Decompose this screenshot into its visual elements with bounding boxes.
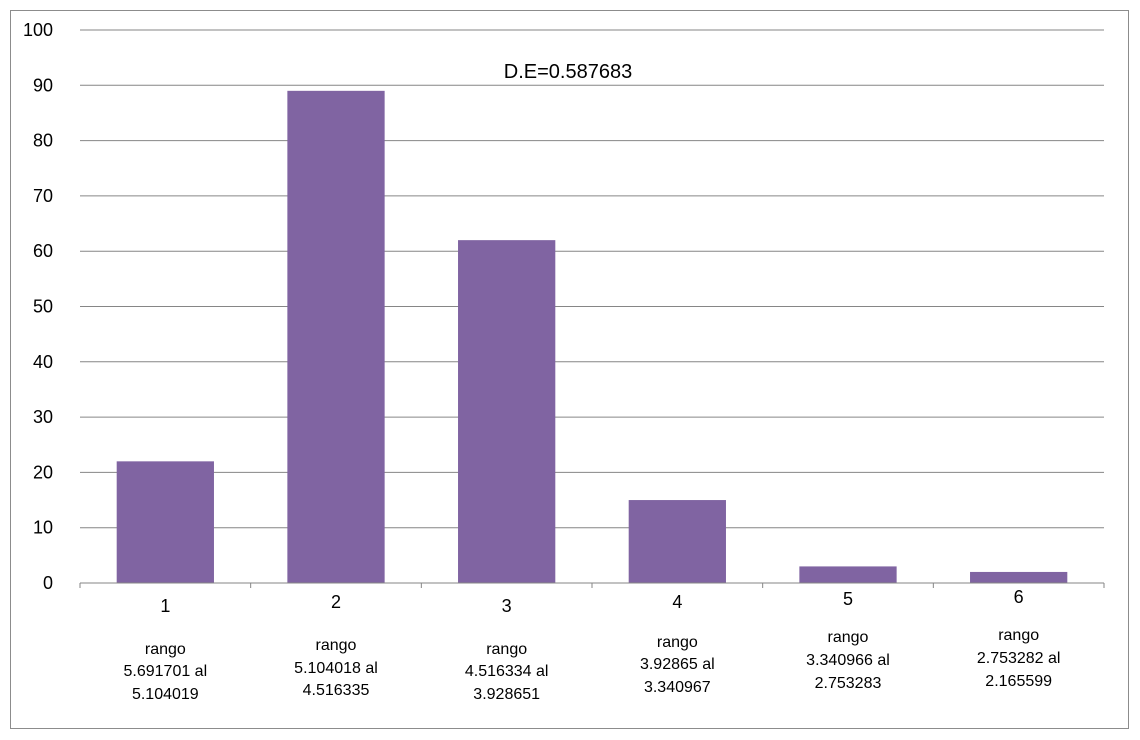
standard-deviation-annotation: D.E=0.587683 [504,61,632,83]
y-tick-label: 40 [33,352,53,372]
y-tick-label: 30 [33,407,53,427]
y-tick-label: 80 [33,131,53,151]
x-range-label: rango [486,641,527,658]
x-range-label: rango [657,634,698,651]
x-range-label: 5.691701 al [124,663,208,680]
x-range-label: 2.753282 al [977,650,1061,667]
bars [116,90,1068,583]
bar-3 [458,240,556,583]
bar-6 [970,571,1068,583]
x-range-label: rango [998,627,1039,644]
x-range-label: 3.92865 al [640,656,715,673]
chart-frame [10,10,1129,729]
x-range-label: 5.104019 [132,686,199,703]
x-range-label: 2.753283 [815,675,882,692]
bar-4 [628,500,726,583]
x-range-label: 3.340966 al [806,652,890,669]
x-range-label: 4.516334 al [465,663,549,680]
bar-5 [799,566,897,583]
bar-1 [116,461,214,583]
x-category-label: 1 [160,596,170,616]
x-range-label: rango [145,641,186,658]
x-axis: 1 rango 5.691701 al 5.104019 2 rango 5.104018 … [79,582,1105,703]
y-tick-label: 20 [33,462,53,482]
x-range-label: 4.516335 [303,682,370,699]
x-range-label: 3.928651 [473,686,540,703]
x-range-label: rango [828,629,869,646]
x-range-label: 2.165599 [985,673,1052,690]
x-category-label: 5 [843,589,853,609]
gridlines [80,29,1104,529]
y-tick-label: 60 [33,241,53,261]
y-tick-label: 0 [43,573,53,593]
bar-2 [287,90,385,583]
x-range-label: rango [316,637,357,654]
x-category-label: 3 [502,596,512,616]
x-category-label: 4 [672,592,682,612]
x-category-label: 6 [1014,587,1024,607]
x-category-label: 2 [331,592,341,612]
y-axis: 0 10 20 30 40 50 60 70 80 90 100 [23,20,53,593]
y-tick-label: 90 [33,75,53,95]
y-tick-label: 10 [33,518,53,538]
y-tick-label: 70 [33,186,53,206]
x-range-label: 5.104018 al [294,660,378,677]
x-range-label: 3.340967 [644,679,711,696]
y-tick-label: 50 [33,297,53,317]
y-tick-label: 100 [23,20,53,40]
